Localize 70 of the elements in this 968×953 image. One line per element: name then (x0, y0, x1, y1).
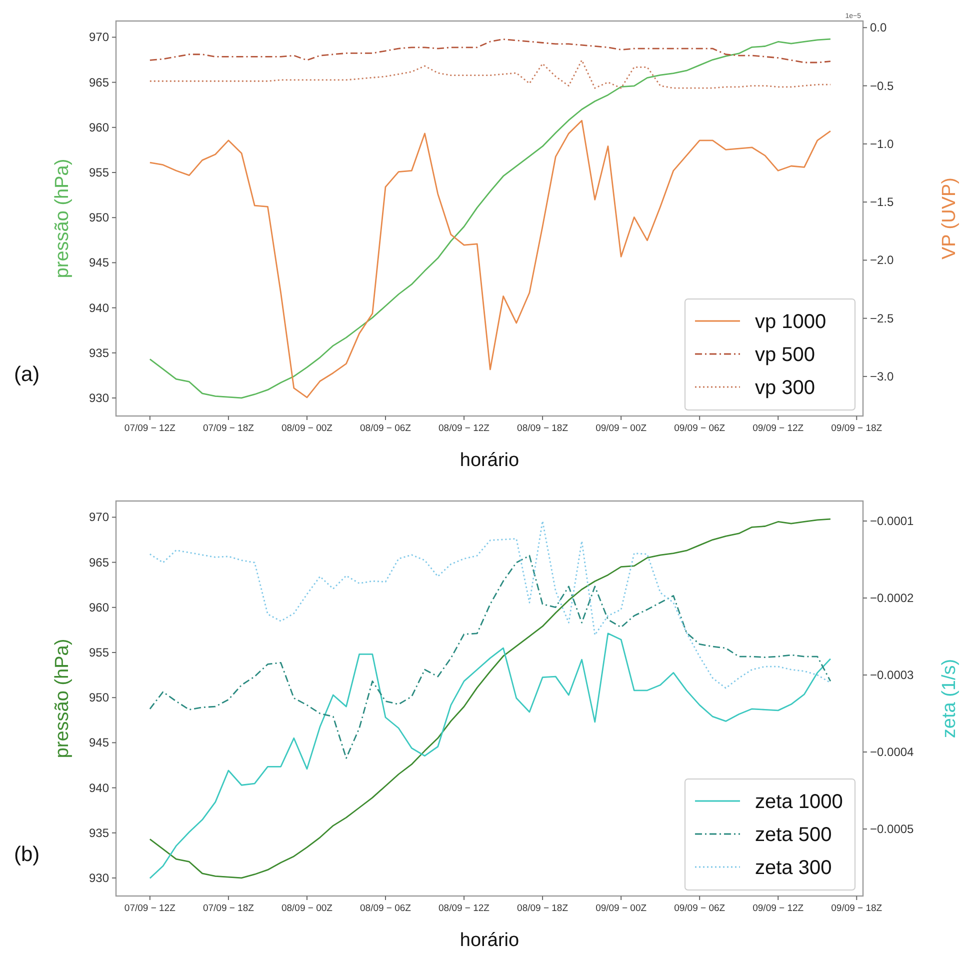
x-tick-label: 09/09 − 06Z (674, 423, 726, 434)
x-tick-label: 08/09 − 18Z (517, 903, 568, 914)
line-series (149, 59, 832, 89)
y-tick-label: 970 (88, 30, 110, 44)
y2-tick-label: −3.0 (870, 369, 894, 384)
y2-tick-label: −0.0005 (870, 822, 914, 836)
y-tick-label: 970 (88, 510, 110, 524)
x-tick-label: 08/09 − 18Z (517, 423, 568, 434)
text: (b) (14, 843, 40, 866)
y-tick-label: 945 (88, 736, 110, 750)
y-tick-label: 940 (88, 780, 110, 795)
x-tick-label: 09/09 − 12Z (752, 423, 804, 434)
y2-tick-label: −2.5 (870, 311, 894, 326)
line-series (149, 120, 832, 398)
x-axis-title: horário (460, 450, 520, 471)
x-tick-label: 07/09 − 12Z (124, 423, 176, 434)
x-tick-label: 08/09 − 06Z (360, 423, 412, 434)
x-tick-label: 08/09 − 00Z (281, 423, 333, 434)
y-tick-label: 935 (88, 826, 110, 840)
x-tick-label: 09/09 − 06Z (674, 903, 726, 914)
x-tick-label: 09/09 − 18Z (831, 903, 882, 914)
x-tick-label: 09/09 − 18Z (831, 423, 882, 434)
x-tick-label: 08/09 − 00Z (281, 903, 333, 914)
y-tick-label: 965 (88, 555, 110, 570)
x-tick-label: 07/09 − 18Z (202, 903, 254, 914)
y-tick-label: 955 (88, 646, 110, 660)
line-series (149, 520, 832, 689)
x-tick-label: 09/09 − 00Z (596, 423, 647, 434)
y-tick-label: 955 (88, 166, 110, 180)
y-tick-label: 940 (88, 300, 110, 315)
y-tick-label: 945 (88, 256, 110, 270)
x-tick-label: 07/09 − 18Z (202, 423, 254, 434)
y2-tick-label: −0.0001 (870, 514, 914, 528)
y-axis-title: pressão (hPa) (52, 158, 73, 278)
legend-label: vp 300 (755, 377, 816, 399)
y2-tick-label: −0.0003 (870, 668, 914, 682)
y-tick-label: 950 (88, 690, 110, 705)
y-tick-label: 960 (88, 120, 110, 134)
line-series (149, 38, 832, 64)
legend-label: vp 500 (755, 344, 816, 366)
legend-label: zeta 500 (755, 824, 832, 846)
y-tick-label: 935 (88, 346, 110, 360)
y2-tick-label: −0.0002 (870, 591, 914, 606)
y2-tick-label: 0.0 (870, 20, 888, 35)
x-tick-label: 09/09 − 12Z (752, 903, 804, 914)
y2-tick-label: −2.0 (870, 253, 894, 268)
y2-tick-label: −0.0004 (870, 745, 914, 760)
x-tick-label: 07/09 − 12Z (124, 903, 176, 914)
y2-tick-label: −1.0 (870, 136, 894, 151)
x-tick-label: 08/09 − 12Z (438, 423, 490, 434)
x-tick-label: 09/09 − 00Z (596, 903, 647, 914)
y-tick-label: 930 (88, 870, 110, 885)
y-tick-label: 950 (88, 210, 110, 225)
y-tick-label: 965 (88, 75, 110, 90)
legend-label: zeta 300 (755, 857, 832, 879)
line-series (149, 38, 832, 399)
x-axis-title: horário (460, 930, 520, 951)
y-tick-label: 930 (88, 390, 110, 405)
y-tick-label: 960 (88, 600, 110, 614)
legend-label: zeta 1000 (755, 791, 843, 813)
y2-axis-title: zeta (1/s) (939, 658, 960, 738)
line-series (149, 554, 832, 759)
y-axis-title: pressão (hPa) (52, 638, 73, 758)
y2-tick-label: −0.5 (870, 78, 894, 93)
x-tick-label: 08/09 − 12Z (438, 903, 490, 914)
y2-axis-title: VP (UVP) (939, 177, 960, 260)
y2-tick-label: −1.5 (870, 195, 894, 210)
legend-label: vp 1000 (755, 311, 826, 333)
x-tick-label: 08/09 − 06Z (360, 903, 412, 914)
text: (a) (14, 363, 40, 386)
